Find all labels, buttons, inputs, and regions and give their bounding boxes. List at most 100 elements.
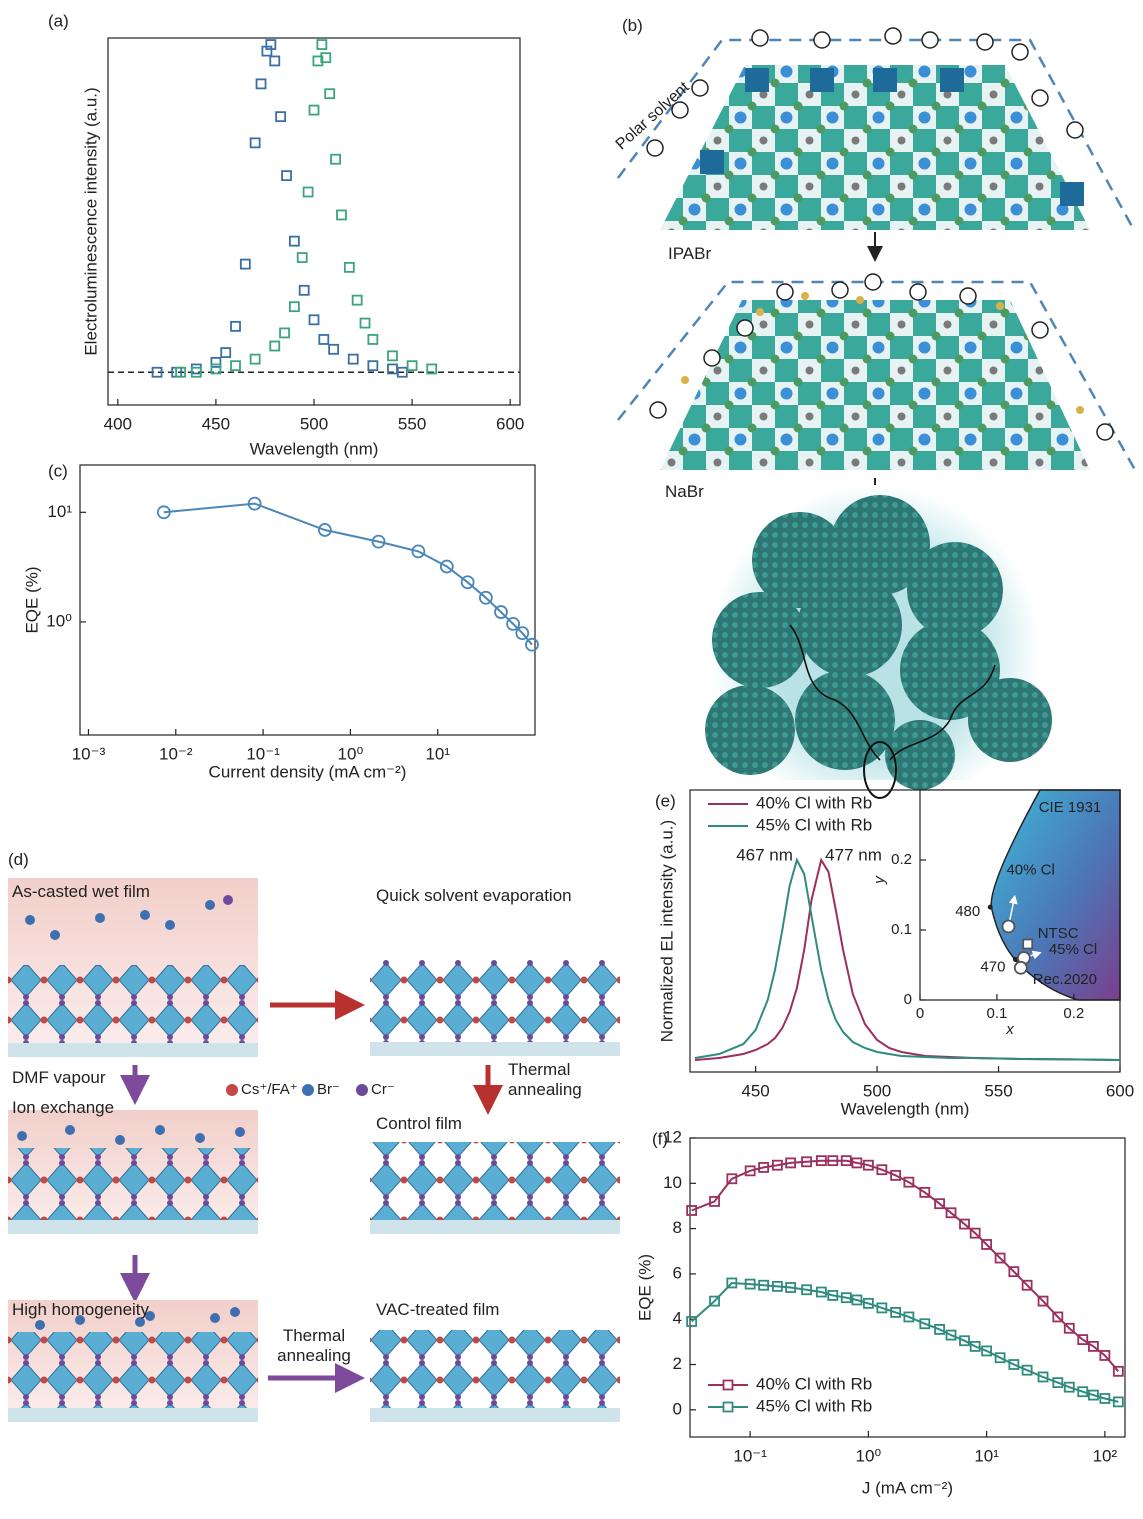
x-tick-label: 600: [1106, 1081, 1134, 1100]
x-axis-label: Wavelength (nm): [841, 1099, 970, 1118]
diagram-label: As-casted wet film: [12, 882, 150, 902]
x-tick-label: 450: [741, 1081, 769, 1100]
marker: [388, 351, 397, 360]
x-tick-label: 550: [398, 414, 426, 433]
marker: [270, 342, 279, 351]
marker: [331, 155, 340, 164]
marker: [251, 138, 260, 147]
point-label: 40% Cl: [1006, 861, 1054, 878]
point-label: NTSC: [1038, 925, 1079, 942]
y-axis-label: EQE (%): [22, 566, 41, 633]
x-tick-label: 10⁰: [338, 744, 364, 763]
substrate: [370, 1042, 620, 1056]
marker: [345, 263, 354, 272]
diagram-label: Ion exchange: [12, 1098, 114, 1118]
diagram-label: High homogeneity: [12, 1300, 149, 1320]
substrate: [370, 1220, 620, 1234]
substrate: [8, 1043, 258, 1057]
marker: [300, 286, 309, 295]
marker: [1023, 940, 1032, 949]
diagram-label: Thermal annealing: [268, 1326, 360, 1366]
series-line: [164, 504, 532, 645]
legend-label: Br⁻: [317, 1080, 340, 1100]
ion: [223, 895, 233, 905]
marker: [298, 253, 307, 262]
panel-label: (d): [8, 850, 29, 870]
annotation: 477 nm: [825, 845, 882, 864]
legend-label: 40% Cl with Rb: [756, 793, 872, 812]
marker: [353, 296, 362, 305]
plot-frame: [108, 38, 520, 405]
figure-canvas: 400 450 500 550 600 (a) Wavelength (nm) Electro…: [0, 0, 1143, 1519]
y-axis-label: Electroluminescence intensity (a.u.): [81, 87, 100, 355]
legend-label: 45% Cl with Rb: [756, 1396, 872, 1415]
marker: [724, 1381, 733, 1390]
x-tick-label: 0.1: [986, 1005, 1007, 1022]
lattice: [370, 1142, 620, 1220]
x-tick-label: 10¹: [974, 1446, 999, 1465]
legend-label: 45% Cl with Rb: [756, 815, 872, 834]
lattice: [370, 1330, 620, 1408]
substrate: [8, 1220, 258, 1234]
x-tick-label: 10¹: [425, 744, 450, 763]
x-axis-label: Wavelength (nm): [250, 439, 379, 458]
annotation: 467 nm: [736, 845, 793, 864]
y-tick-label: 10⁰: [46, 611, 72, 630]
figure: 400 450 500 550 600 (a) Wavelength (nm) Electro…: [0, 0, 1143, 1519]
panel-label: (b): [622, 16, 643, 36]
locus-label: 480: [955, 903, 980, 920]
point-label: Rec.2020: [1033, 971, 1097, 988]
substrate: [8, 1408, 258, 1422]
substrate: [370, 1408, 620, 1422]
x-tick-label: 10⁻¹: [246, 744, 280, 763]
diagram-label: DMF vapour: [12, 1068, 106, 1088]
diagram-label: VAC-treated film: [376, 1300, 499, 1320]
series-line: [692, 1161, 1119, 1372]
y-tick-label: 0.1: [891, 921, 912, 938]
legend-label: Cs⁺/FA⁺: [241, 1080, 298, 1100]
x-tick-label: 10²: [1093, 1446, 1118, 1465]
marker: [724, 1403, 733, 1412]
chart-title: CIE 1931: [1039, 799, 1102, 816]
legend-label: 40% Cl with Rb: [756, 1374, 872, 1393]
lattice: [8, 1148, 258, 1220]
x-tick-label: 450: [202, 414, 230, 433]
x-tick-label: 10⁻³: [72, 744, 106, 763]
marker: [329, 345, 338, 354]
lattice: [370, 960, 620, 1042]
x-tick-label: 10⁰: [856, 1446, 882, 1465]
panel-label: (a): [48, 11, 69, 30]
marker: [211, 358, 220, 367]
marker: [319, 335, 328, 344]
diagram-label: Quick solvent evaporation: [376, 886, 572, 906]
marker: [325, 89, 334, 98]
x-tick-label: 600: [496, 414, 524, 433]
x-axis-label: Current density (mA cm⁻²): [209, 762, 407, 781]
y-axis-label: y: [871, 875, 888, 885]
y-tick-label: 6: [673, 1263, 682, 1282]
diagram-b: [618, 28, 1135, 820]
x-axis-label: J (mA cm⁻²): [862, 1478, 953, 1497]
lattice: [660, 300, 1090, 470]
panel-label: (f): [652, 1129, 668, 1148]
x-tick-label: 400: [104, 414, 132, 433]
marker: [270, 56, 279, 65]
x-tick-label: 10⁻²: [159, 744, 193, 763]
marker: [368, 335, 377, 344]
x-tick-label: 500: [300, 414, 328, 433]
x-tick-label: 500: [863, 1081, 891, 1100]
y-axis-label: EQE (%): [635, 1254, 654, 1321]
x-tick-label: 0: [916, 1005, 924, 1022]
y-axis-label: Normalized EL intensity (a.u.): [657, 820, 676, 1042]
point-label: 45% Cl: [1049, 941, 1097, 958]
y-tick-label: 8: [673, 1218, 682, 1237]
y-tick-label: 0.2: [891, 851, 912, 868]
marker: [1015, 962, 1027, 974]
y-tick-label: 10¹: [47, 502, 72, 521]
legend-dot: [356, 1084, 368, 1096]
plot-frame: [80, 465, 535, 735]
x-tick-label: 0.2: [1063, 1005, 1084, 1022]
marker: [276, 112, 285, 121]
marker: [337, 210, 346, 219]
